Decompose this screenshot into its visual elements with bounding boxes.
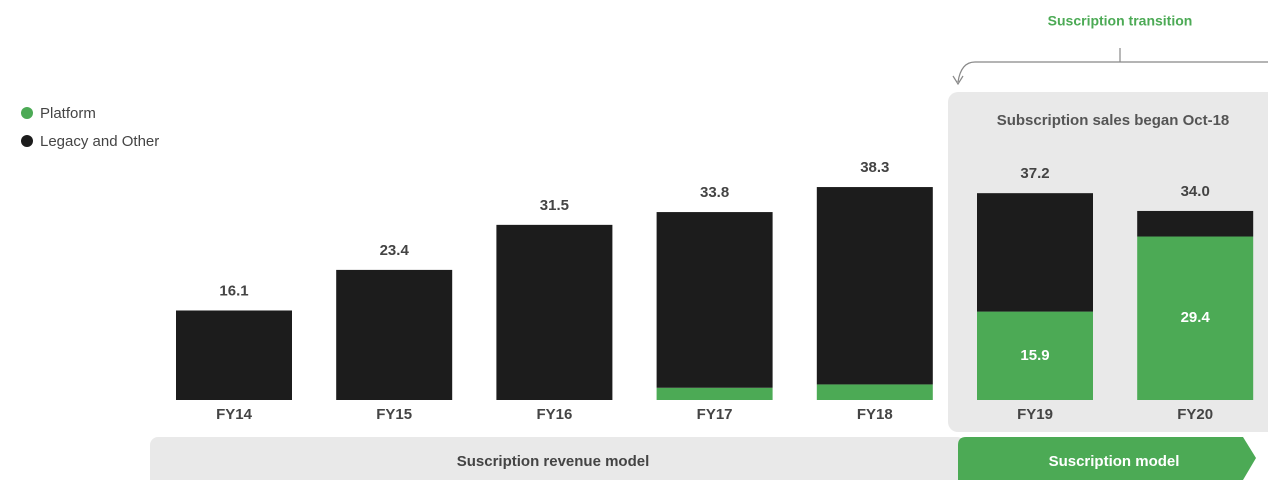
value-label: 29.4 [1181,309,1211,326]
x-tick-label: FY20 [1177,406,1213,423]
x-tick-label: FY19 [1017,406,1053,423]
x-tick-label: FY17 [697,406,733,423]
x-tick-label: FY18 [857,406,893,423]
total-label: 37.2 [1020,165,1049,182]
panel-label: Subscription sales began Oct-18 [997,112,1230,129]
legend-marker [21,107,33,119]
bar-segment [816,187,933,385]
total-label: 38.3 [860,159,889,176]
total-label: 16.1 [219,282,248,299]
bar-segment [1137,210,1254,237]
bar-segment [336,269,453,400]
revenue-model-band [150,437,965,480]
subscription-model-band [958,437,1256,480]
x-tick-label: FY16 [536,406,572,423]
bar-segment [977,311,1093,400]
bar-segment [176,310,292,400]
legend-marker [21,135,33,147]
bar-segment [496,224,613,400]
bar-segment [656,387,773,400]
legend-label: Platform [40,105,96,122]
total-label: 31.5 [540,197,569,214]
bar-segment [977,193,1093,312]
band-label: Suscription revenue model [457,453,650,470]
bracket [952,48,1268,86]
band-label: Suscription model [1049,453,1180,470]
bar-segment [1137,236,1254,400]
x-tick-label: FY14 [216,406,253,423]
legend-label: Legacy and Other [40,133,159,150]
total-label: 33.8 [700,184,729,201]
total-label: 23.4 [380,242,410,259]
total-label: 34.0 [1181,183,1210,200]
transition-label: Suscription transition [1048,13,1193,29]
bar-segment [816,384,933,400]
x-tick-label: FY15 [376,406,412,423]
bar-segment [656,212,773,388]
value-label: 15.9 [1020,347,1049,364]
